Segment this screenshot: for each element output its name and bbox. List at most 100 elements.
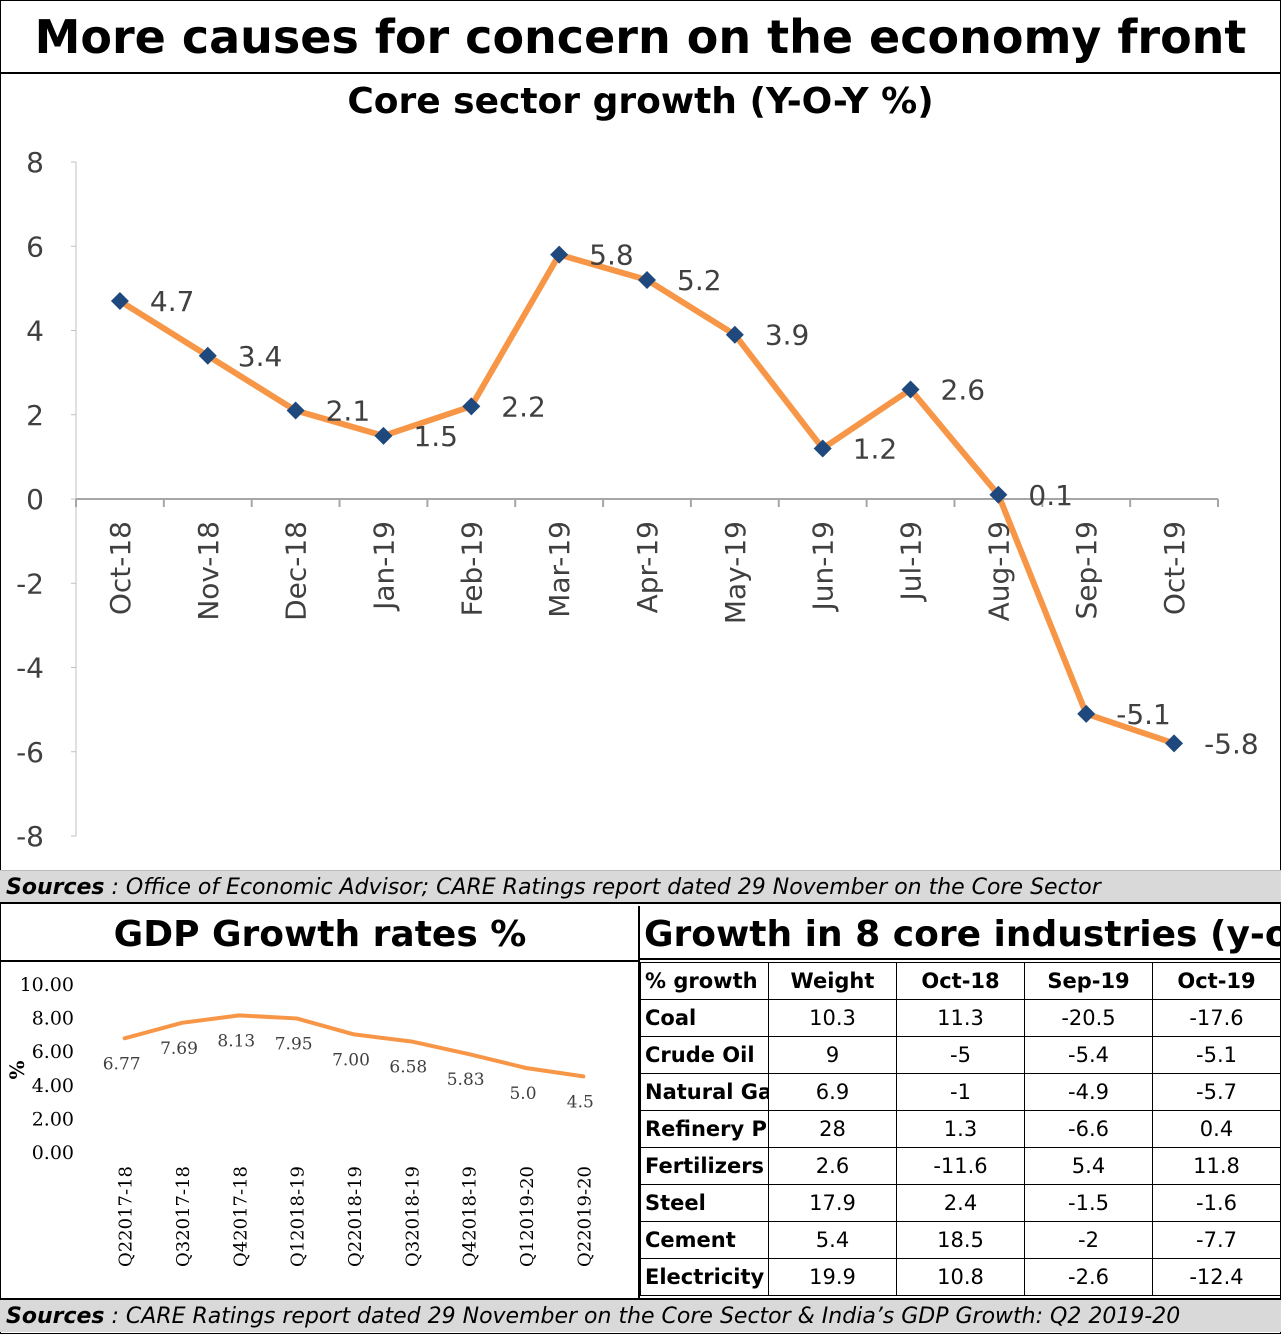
x-tick-label: Q42017-18: [230, 1166, 251, 1267]
x-tick-label: Jun-19: [807, 521, 840, 612]
industry-name: Refinery Products: [640, 1110, 769, 1148]
x-tick-label: Dec-18: [280, 521, 313, 621]
data-point: [550, 245, 569, 264]
x-tick-label: Oct-19: [1158, 521, 1191, 615]
table-cell: 2.6: [768, 1147, 897, 1185]
y-tick-label: 10.00: [20, 974, 74, 996]
x-tick-label: Q22018-19: [345, 1166, 366, 1267]
y-tick-label: 2.00: [32, 1108, 74, 1130]
table-row: Refinery Products 28 1.3 -6.6 0.4: [640, 1110, 1281, 1148]
data-point: [1077, 704, 1096, 723]
y-tick-label: -2: [16, 567, 44, 600]
table-row: Electricity 19.9 10.8 -2.6 -12.4: [640, 1258, 1281, 1296]
data-label: 2.1: [326, 395, 371, 428]
data-point: [374, 426, 393, 445]
page-title: More causes for concern on the economy f…: [0, 0, 1281, 74]
table-cell: 2.4: [896, 1184, 1025, 1222]
header-cell: Sep-19: [1024, 962, 1153, 1000]
x-tick-label: May-19: [719, 521, 752, 624]
data-label: 1.2: [853, 432, 898, 465]
header-cell: % growth: [640, 962, 769, 1000]
industry-name: Crude Oil: [640, 1036, 769, 1074]
gdp-chart-title: GDP Growth rates %: [0, 906, 640, 962]
table-cell: 18.5: [896, 1221, 1025, 1259]
table-cell: 28: [768, 1110, 897, 1148]
table-cell: 17.9: [768, 1184, 897, 1222]
data-label: 5.8: [589, 239, 634, 272]
core-chart-source: Sources : Office of Economic Advisor; CA…: [0, 870, 1281, 904]
source-label: Sources: [6, 875, 105, 900]
y-tick-label: -6: [16, 736, 44, 769]
table-cell: -6.6: [1024, 1110, 1153, 1148]
y-tick-label: 4: [26, 315, 44, 348]
table-cell: 5.4: [768, 1221, 897, 1259]
data-point: [286, 401, 305, 420]
industry-name: Natural Gas: [640, 1073, 769, 1111]
table-cell: 19.9: [768, 1258, 897, 1296]
y-tick-label: -8: [16, 820, 44, 853]
data-label: 3.4: [238, 340, 283, 373]
table-cell: -17.6: [1152, 999, 1281, 1037]
y-tick-label: 2: [26, 399, 44, 432]
data-label: 4.7: [150, 285, 195, 318]
table-cell: 6.9: [768, 1073, 897, 1111]
data-point: [462, 397, 481, 416]
table-cell: 9: [768, 1036, 897, 1074]
y-tick-label: 8: [26, 146, 44, 179]
table-title: Growth in 8 core industries (y-o-y%): [640, 906, 1281, 960]
x-tick-label: Mar-19: [543, 521, 576, 618]
x-tick-label: Q12018-19: [288, 1166, 309, 1267]
table-cell: -1.6: [1152, 1184, 1281, 1222]
data-label: 4.5: [567, 1092, 594, 1112]
table-cell: 5.4: [1024, 1147, 1153, 1185]
data-point: [638, 270, 656, 289]
table-row: Natural Gas 6.9 -1 -4.9 -5.7: [640, 1073, 1281, 1111]
data-label: 7.00: [332, 1050, 370, 1070]
x-tick-label: Q32017-18: [173, 1166, 194, 1267]
header-cell: Weight: [768, 962, 897, 1000]
y-tick-label: 8.00: [32, 1008, 74, 1030]
data-label: 6.58: [389, 1057, 427, 1077]
table-header-row: % growth Weight Oct-18 Sep-19 Oct-19: [640, 962, 1281, 1000]
x-tick-label: Oct-18: [104, 521, 137, 615]
x-tick-label: Jan-19: [367, 521, 400, 612]
data-point: [198, 346, 217, 365]
core-industries-table: % growth Weight Oct-18 Sep-19 Oct-19 Coa…: [640, 962, 1281, 1296]
x-tick-label: Aug-19: [982, 521, 1015, 621]
table-row: Cement 5.4 18.5 -2 -7.7: [640, 1221, 1281, 1259]
y-axis-label: %: [5, 1060, 29, 1079]
data-label: 1.5: [413, 420, 458, 453]
data-label: 6.77: [103, 1054, 141, 1074]
table-cell: 0.4: [1152, 1110, 1281, 1148]
table-cell: -5: [896, 1036, 1025, 1074]
industry-name: Fertilizers: [640, 1147, 769, 1185]
data-label: 0.1: [1028, 479, 1073, 512]
table-cell: 10.3: [768, 999, 897, 1037]
data-point: [989, 485, 1008, 504]
table-cell: 11.8: [1152, 1147, 1281, 1185]
gdp-growth-chart: 0.00 2.00 4.00 6.00 8.00 10.00% 6.77 7.69 8.13 7.…: [5, 974, 595, 1267]
table-row: Steel 17.9 2.4 -1.5 -1.6: [640, 1184, 1281, 1222]
table-cell: -20.5: [1024, 999, 1153, 1037]
table-cell: -1.5: [1024, 1184, 1153, 1222]
industry-name: Coal: [640, 999, 769, 1037]
table-cell: -2: [1024, 1221, 1153, 1259]
table-cell: -12.4: [1152, 1258, 1281, 1296]
data-label: 5.2: [677, 264, 722, 297]
x-tick-label: Nov-18: [192, 521, 225, 621]
core-chart-title: Core sector growth (Y-O-Y %): [347, 81, 934, 122]
source-label: Sources: [6, 1304, 105, 1329]
table-cell: 10.8: [896, 1258, 1025, 1296]
header-cell: Oct-18: [896, 962, 1025, 1000]
y-tick-label: 4.00: [32, 1075, 74, 1097]
x-tick-label: Q42018-19: [460, 1166, 481, 1267]
table-cell: -1: [896, 1073, 1025, 1111]
gdp-panel: [0, 906, 640, 1298]
data-label: -5.1: [1116, 698, 1171, 731]
table-cell: -7.7: [1152, 1221, 1281, 1259]
source-text: : Office of Economic Advisor; CARE Ratin…: [104, 875, 1101, 900]
table-cell: 1.3: [896, 1110, 1025, 1148]
data-point: [901, 380, 920, 399]
x-tick-label: Sep-19: [1070, 521, 1103, 620]
data-label: 2.2: [501, 390, 546, 423]
